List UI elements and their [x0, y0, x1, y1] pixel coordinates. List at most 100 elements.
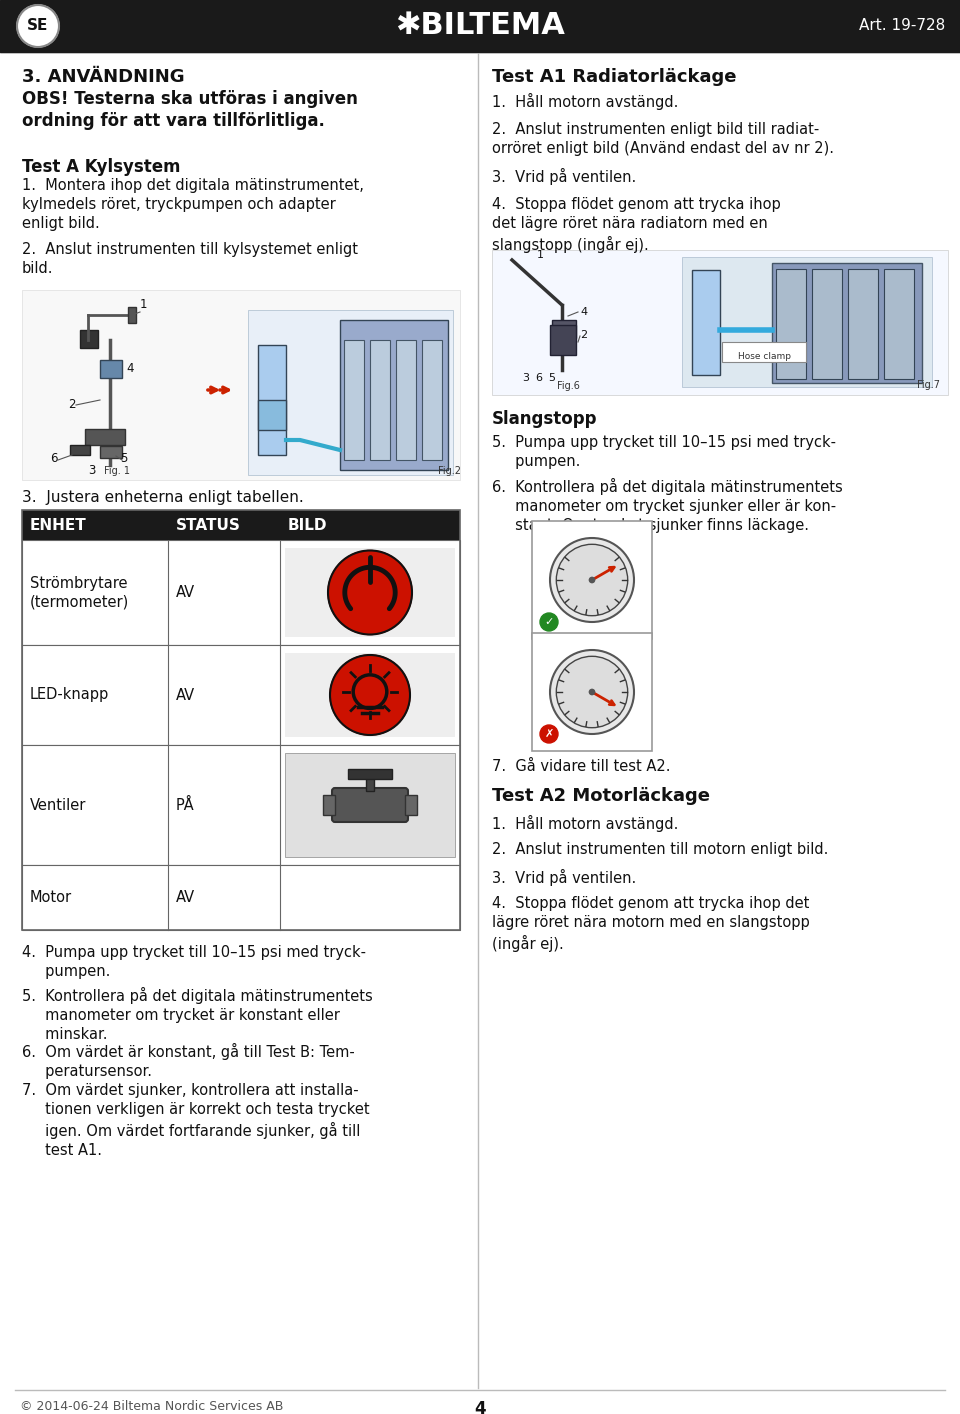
Text: 2.  Anslut instrumenten till kylsystemet enligt
bild.: 2. Anslut instrumenten till kylsystemet … [22, 242, 358, 276]
Bar [22, 540, 460, 645]
Circle shape [550, 650, 634, 734]
Text: 3. ANVÄNDNING: 3. ANVÄNDNING [22, 68, 184, 86]
Bar [70, 445, 90, 455]
Text: ✗: ✗ [544, 730, 554, 740]
Text: 2.  Anslut instrumenten enligt bild till radiat-
orröret enligt bild (Använd end: 2. Anslut instrumenten enligt bild till … [492, 122, 834, 156]
Bar [128, 307, 136, 322]
Bar [100, 445, 122, 458]
Circle shape [17, 6, 59, 47]
Bar [285, 549, 455, 636]
Text: ✓: ✓ [544, 617, 554, 626]
Bar [22, 510, 460, 540]
Bar [285, 653, 455, 737]
Text: 3.  Justera enheterna enligt tabellen.: 3. Justera enheterna enligt tabellen. [22, 491, 303, 505]
Bar [884, 269, 914, 379]
Text: 4: 4 [126, 362, 133, 375]
Bar [22, 290, 460, 479]
Text: 2.  Anslut instrumenten till motorn enligt bild.: 2. Anslut instrumenten till motorn enlig… [492, 841, 828, 857]
Circle shape [550, 537, 634, 622]
Text: LED-knapp: LED-knapp [30, 687, 109, 703]
Text: 4.  Stoppa flödet genom att trycka ihop
det lägre röret nära radiatorn med en
sl: 4. Stoppa flödet genom att trycka ihop d… [492, 197, 780, 253]
Text: Fig. 1: Fig. 1 [104, 467, 130, 477]
Bar [682, 257, 932, 387]
Bar [248, 310, 453, 475]
Text: ENHET: ENHET [30, 518, 86, 533]
Text: AV: AV [176, 585, 195, 600]
Text: 7.  Om värdet sjunker, kontrollera att installa-
     tionen verkligen är korrek: 7. Om värdet sjunker, kontrollera att in… [22, 1083, 370, 1158]
Text: Fig.7: Fig.7 [917, 380, 940, 390]
Circle shape [540, 614, 558, 631]
Text: 3.  Vrid på ventilen.: 3. Vrid på ventilen. [492, 168, 636, 185]
Text: 1: 1 [537, 250, 544, 260]
Text: 1.  Håll motorn avstängd.: 1. Håll motorn avstängd. [492, 93, 679, 110]
Text: © 2014-06-24 Biltema Nordic Services AB: © 2014-06-24 Biltema Nordic Services AB [20, 1400, 283, 1413]
FancyBboxPatch shape [332, 788, 408, 822]
Text: Test A2 Motorläckage: Test A2 Motorläckage [492, 788, 710, 805]
Bar [776, 269, 806, 379]
Circle shape [588, 689, 595, 696]
Text: 5: 5 [120, 452, 128, 465]
Bar [22, 645, 460, 745]
FancyBboxPatch shape [722, 342, 806, 362]
FancyBboxPatch shape [532, 520, 652, 639]
Text: PÅ: PÅ [176, 797, 195, 813]
Text: 6: 6 [50, 452, 58, 465]
Bar [85, 428, 125, 445]
Text: 4.  Stoppa flödet genom att trycka ihop det
lägre röret nära motorn med en slang: 4. Stoppa flödet genom att trycka ihop d… [492, 896, 809, 952]
FancyBboxPatch shape [532, 633, 652, 751]
Text: Strömbrytare
(termometer): Strömbrytare (termometer) [30, 575, 130, 609]
Bar [848, 269, 878, 379]
Text: 3: 3 [522, 373, 529, 383]
Bar [22, 745, 460, 865]
Text: 5.  Kontrollera på det digitala mätinstrumentets
     manometer om trycket är ko: 5. Kontrollera på det digitala mätinstru… [22, 987, 372, 1042]
Bar [344, 339, 364, 460]
Bar [370, 339, 390, 460]
Bar [366, 775, 374, 790]
Bar [22, 865, 460, 930]
Text: 4: 4 [474, 1400, 486, 1414]
Text: 4.  Pumpa upp trycket till 10–15 psi med tryck-
     pumpen.: 4. Pumpa upp trycket till 10–15 psi med … [22, 945, 366, 980]
Text: 6: 6 [535, 373, 542, 383]
Text: 5: 5 [548, 373, 555, 383]
Text: Test A1 Radiatorläckage: Test A1 Radiatorläckage [492, 68, 736, 86]
Text: 4: 4 [580, 307, 588, 317]
Text: BILD: BILD [288, 518, 327, 533]
Circle shape [328, 550, 412, 635]
Bar [396, 339, 416, 460]
Circle shape [556, 544, 628, 615]
Bar [80, 329, 98, 348]
Text: Fig.6: Fig.6 [557, 380, 580, 392]
Bar [772, 263, 922, 383]
Text: 1.  Montera ihop det digitala mätinstrumentet,
kylmedels röret, tryckpumpen och : 1. Montera ihop det digitala mätinstrume… [22, 178, 364, 232]
Text: 2: 2 [68, 397, 76, 411]
Bar [552, 320, 576, 338]
Text: 3.  Vrid på ventilen.: 3. Vrid på ventilen. [492, 870, 636, 887]
Circle shape [556, 656, 628, 728]
Text: AV: AV [176, 889, 195, 905]
Text: Motor: Motor [30, 889, 72, 905]
Bar [340, 320, 448, 469]
Text: 7.  Gå vidare till test A2.: 7. Gå vidare till test A2. [492, 759, 670, 773]
Bar [100, 361, 122, 378]
Bar [285, 754, 455, 857]
Bar [258, 400, 286, 430]
Text: Ventiler: Ventiler [30, 797, 86, 813]
Bar [405, 795, 417, 814]
Circle shape [330, 655, 410, 735]
Text: OBS! Testerna ska utföras i angiven
ordning för att vara tillförlitliga.: OBS! Testerna ska utföras i angiven ordn… [22, 90, 358, 130]
Bar [258, 345, 286, 455]
Text: 1.  Håll motorn avstängd.: 1. Håll motorn avstängd. [492, 814, 679, 831]
Bar [550, 325, 576, 355]
Bar [22, 510, 460, 930]
Bar [692, 270, 720, 375]
Circle shape [540, 725, 558, 742]
Bar [812, 269, 842, 379]
Bar [422, 339, 442, 460]
Text: 2: 2 [580, 329, 588, 339]
Bar [492, 250, 948, 395]
Text: ✱BILTEMA: ✱BILTEMA [396, 11, 564, 41]
Text: Test A Kylsystem: Test A Kylsystem [22, 158, 180, 175]
Text: Slangstopp: Slangstopp [492, 410, 597, 428]
Text: 5.  Pumpa upp trycket till 10–15 psi med tryck-
     pumpen.: 5. Pumpa upp trycket till 10–15 psi med … [492, 436, 836, 469]
Bar [0, 0, 960, 52]
